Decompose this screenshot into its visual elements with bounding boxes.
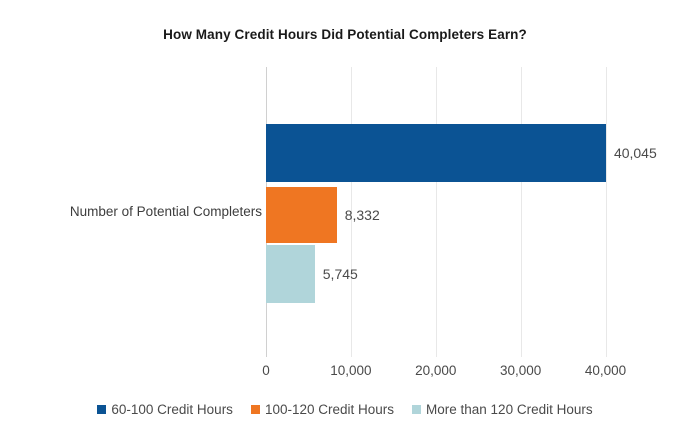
gridline xyxy=(520,67,522,357)
bar-value-label-2: 8,332 xyxy=(344,207,380,223)
x-tick-label: 0 xyxy=(262,363,270,378)
x-tick-label: 20,000 xyxy=(415,363,457,378)
bar-value-label-3: 5,745 xyxy=(322,266,358,282)
bar-series-2[interactable] xyxy=(266,187,337,243)
bar-series-3[interactable] xyxy=(266,245,315,303)
plot-area: 40,045 8,332 5,745 xyxy=(266,67,657,357)
legend-label: More than 120 Credit Hours xyxy=(426,402,593,417)
bar-value-label-1: 40,045 xyxy=(613,145,657,161)
legend-item-1[interactable]: 60-100 Credit Hours xyxy=(97,403,233,417)
bar-series-1[interactable] xyxy=(266,124,606,182)
legend-label: 60-100 Credit Hours xyxy=(111,402,233,417)
legend-item-3[interactable]: More than 120 Credit Hours xyxy=(412,403,593,417)
x-tick-label: 30,000 xyxy=(500,363,542,378)
x-tick-label: 10,000 xyxy=(330,363,372,378)
gridline xyxy=(350,67,352,357)
legend-label: 100-120 Credit Hours xyxy=(264,402,395,417)
legend-swatch-icon xyxy=(97,405,107,415)
legend-swatch-icon xyxy=(412,405,422,415)
legend-item-2[interactable]: 100-120 Credit Hours xyxy=(250,402,395,417)
legend-swatch-icon xyxy=(250,405,260,415)
gridline xyxy=(605,67,607,357)
chart-legend: 60-100 Credit Hours 100-120 Credit Hours M… xyxy=(0,403,690,417)
gridline xyxy=(435,67,437,357)
category-axis-label: Number of Potential Completers xyxy=(69,204,262,219)
x-tick-label: 40,000 xyxy=(584,363,627,378)
chart-title: How Many Credit Hours Did Potential Comp… xyxy=(163,27,527,42)
